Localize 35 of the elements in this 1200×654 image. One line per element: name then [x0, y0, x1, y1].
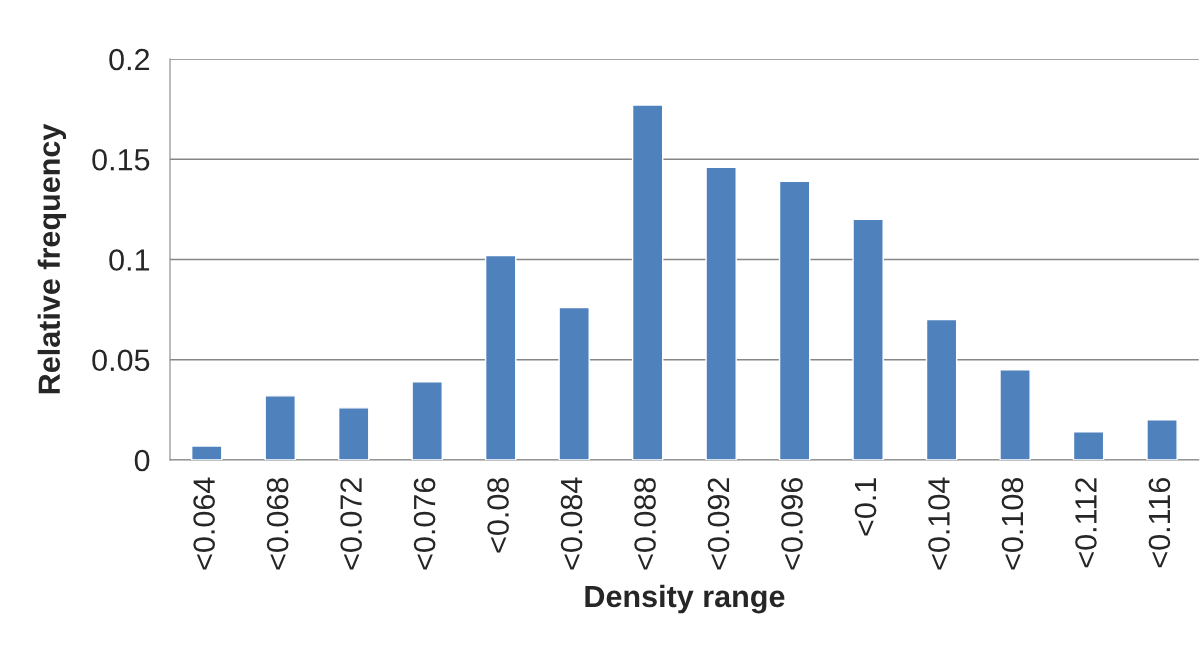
- y-tick-label: 0.05: [92, 349, 150, 372]
- bar: [631, 104, 664, 460]
- bar: [337, 407, 370, 460]
- x-tick-label: <0.072: [340, 478, 362, 570]
- x-tick-label: <0.096: [781, 478, 803, 570]
- x-tick-label: <0.116: [1148, 478, 1171, 568]
- y-tick-label: 0.1: [109, 249, 150, 271]
- bar: [925, 318, 958, 460]
- bar: [190, 445, 223, 460]
- y-tick-label: 0.2: [109, 48, 150, 71]
- bar: [999, 369, 1031, 460]
- bar: [484, 254, 517, 460]
- x-tick-label: <0.1: [854, 478, 877, 536]
- x-axis-title: Density range: [585, 584, 785, 614]
- bar: [705, 166, 737, 460]
- x-tick-label: <0.076: [413, 478, 436, 570]
- bar: [1146, 419, 1178, 460]
- x-tick-label: <0.084: [560, 477, 583, 570]
- x-tick-label: <0.08: [487, 477, 509, 553]
- bar: [558, 306, 590, 460]
- x-tick-label: <0.104: [928, 477, 950, 570]
- x-tick-label: <0.068: [266, 477, 289, 570]
- bar: [411, 381, 443, 460]
- x-tick-label: <0.112: [1075, 478, 1097, 568]
- bar: [1072, 431, 1105, 460]
- x-tick-label: <0.092: [707, 478, 730, 570]
- bar: [778, 180, 811, 460]
- x-tick-label: <0.064: [193, 477, 215, 570]
- bar: [852, 218, 884, 460]
- y-tick-label: 0.15: [92, 148, 150, 171]
- x-tick-label: <0.108: [1001, 477, 1024, 570]
- y-axis-title: Relative frequency: [37, 123, 67, 394]
- y-tick-label: 0: [134, 449, 150, 472]
- x-tick-label: <0.088: [634, 477, 656, 570]
- bar: [264, 395, 296, 460]
